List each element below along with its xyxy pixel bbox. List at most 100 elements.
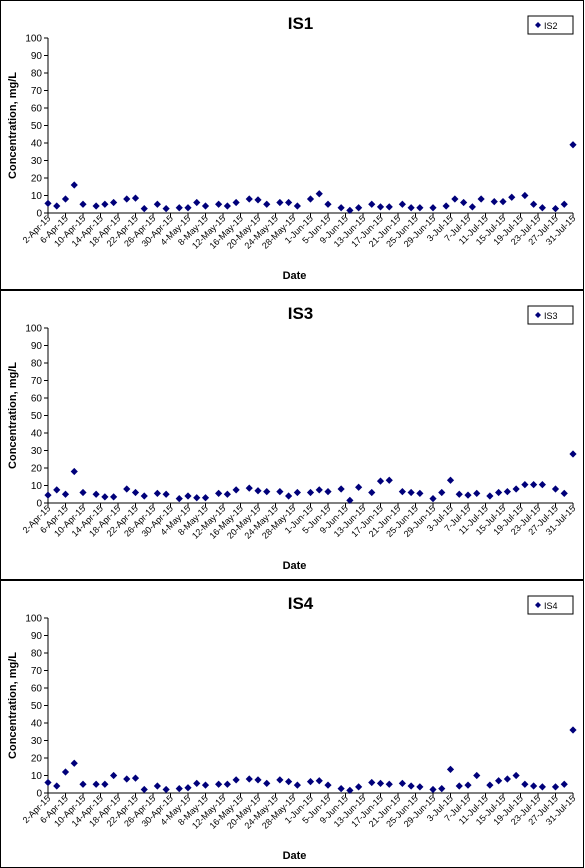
data-point [538,783,546,791]
data-point [223,202,231,210]
y-tick-label: 10 [31,191,43,202]
data-point [508,193,516,201]
x-axis-label: Date [283,270,307,282]
data-point [551,485,560,493]
data-point [306,778,315,786]
data-point [175,495,183,503]
data-point [376,779,385,787]
data-point [92,490,100,498]
data-point [477,195,485,203]
data-point [245,195,253,203]
data-point [140,785,148,794]
y-tick-label: 100 [25,324,42,335]
data-point [254,487,262,495]
data-point [337,485,345,493]
chart-is3: IS301020304050607080901002-Apr-156-Apr-1… [7,304,577,572]
chart-title: IS1 [288,14,314,33]
chart-title: IS3 [288,304,314,323]
data-point [285,778,293,786]
data-point [442,202,450,210]
data-point [530,200,538,208]
legend: IS4 [527,595,574,615]
y-tick-label: 60 [31,104,43,115]
data-point [512,771,520,780]
y-tick-label: 50 [31,121,43,132]
data-point [101,200,109,208]
y-tick-label: 30 [31,156,43,167]
data-point [245,484,253,492]
data-point [61,195,70,203]
y-tick-label: 90 [31,631,43,642]
data-point [560,200,568,208]
data-point [53,782,61,790]
data-point [451,195,459,203]
y-tick-label: 80 [31,69,43,80]
y-tick-label: 20 [31,464,43,475]
data-point [285,492,293,500]
y-axis-label: Concentration, mg/L [7,652,19,759]
chart-panel-is1: IS1 0 10 20 30 40 50 60 70 80 90 100 2-Apr-15 6-Apr-1… [0,0,584,290]
data-point [495,777,503,785]
data-point [337,785,345,793]
data-point [530,481,538,489]
data-point [376,203,385,211]
data-point [263,488,271,496]
data-point [355,483,363,491]
y-tick-label: 100 [25,34,42,45]
data-point [162,205,170,213]
y-tick-label: 20 [31,174,43,185]
data-point [193,494,201,502]
data-point [486,781,494,789]
data-point [201,781,210,789]
data-point [407,488,415,497]
data-point [293,781,301,789]
data-point [346,496,354,504]
data-point [398,488,406,496]
data-point [398,200,406,208]
data-point [512,485,520,493]
data-point [455,782,463,790]
data-point [215,489,223,497]
y-tick-label: 90 [31,341,43,352]
data-point [429,204,437,212]
data-point [368,488,376,497]
data-point [521,191,529,200]
data-point [368,778,376,787]
y-tick-label: 10 [31,771,43,782]
data-point [315,777,323,785]
data-point [337,204,345,212]
data-point [92,202,100,210]
data-point [293,202,301,210]
data-point [232,198,240,207]
data-point [324,488,332,496]
legend-marker-icon [535,312,541,318]
data-point [153,200,161,208]
data-point [521,780,529,788]
data-point [530,782,538,790]
data-point [184,784,192,792]
data-point [254,776,262,784]
y-tick-label: 10 [31,481,43,492]
data-point [324,781,332,789]
data-point [276,488,284,496]
data-point [560,780,568,788]
data-point [416,783,424,791]
data-point [416,204,424,212]
data-point [153,782,161,790]
y-axis-label: Concentration, mg/L [7,72,19,179]
data-point [355,204,363,212]
data-point [223,780,231,788]
data-point [215,780,223,788]
data-point [101,780,109,788]
data-point [429,495,437,503]
chart-title: IS4 [288,594,314,613]
data-point [70,759,78,767]
legend-box [527,15,574,35]
data-point [490,198,498,206]
data-point [446,765,455,773]
data-point [473,771,481,780]
y-tick-label: 0 [36,789,42,800]
data-point [355,783,363,791]
data-point [131,194,140,202]
data-point [175,785,183,793]
